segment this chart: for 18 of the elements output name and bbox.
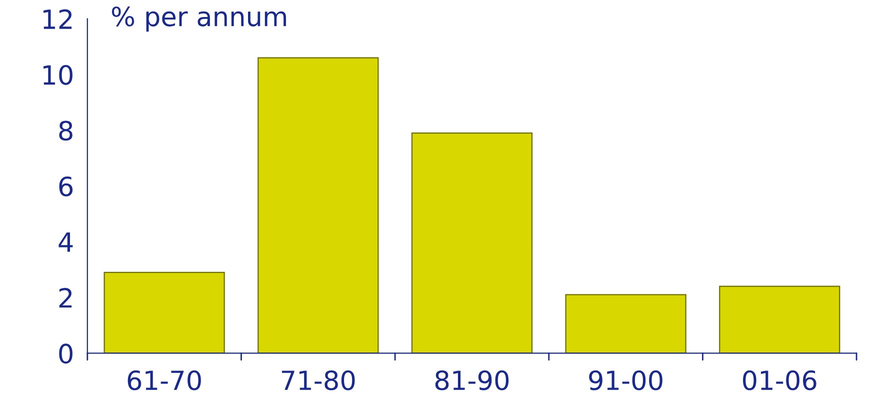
bar <box>104 272 225 354</box>
y-tick-label: 0 <box>59 344 72 364</box>
y-tick-label: 8 <box>59 120 72 141</box>
bar <box>411 132 533 354</box>
x-tick-label: 61-70 <box>128 370 201 390</box>
x-tick-label: 71-80 <box>282 370 355 390</box>
y-tick-label: 4 <box>58 232 73 252</box>
bar <box>565 294 686 354</box>
bar <box>258 57 379 354</box>
x-tick-label: 81-90 <box>435 370 509 390</box>
y-tick-label: 12 <box>44 9 72 29</box>
y-tick-label: 2 <box>59 288 72 308</box>
x-tick-label: 01-06 <box>743 370 816 390</box>
y-tick-label: 6 <box>59 176 73 196</box>
y-tick-label: 10 <box>44 64 72 85</box>
x-tick-label: 91-00 <box>589 370 662 390</box>
y-axis-title: % per annum <box>112 6 286 32</box>
bar <box>719 286 840 354</box>
